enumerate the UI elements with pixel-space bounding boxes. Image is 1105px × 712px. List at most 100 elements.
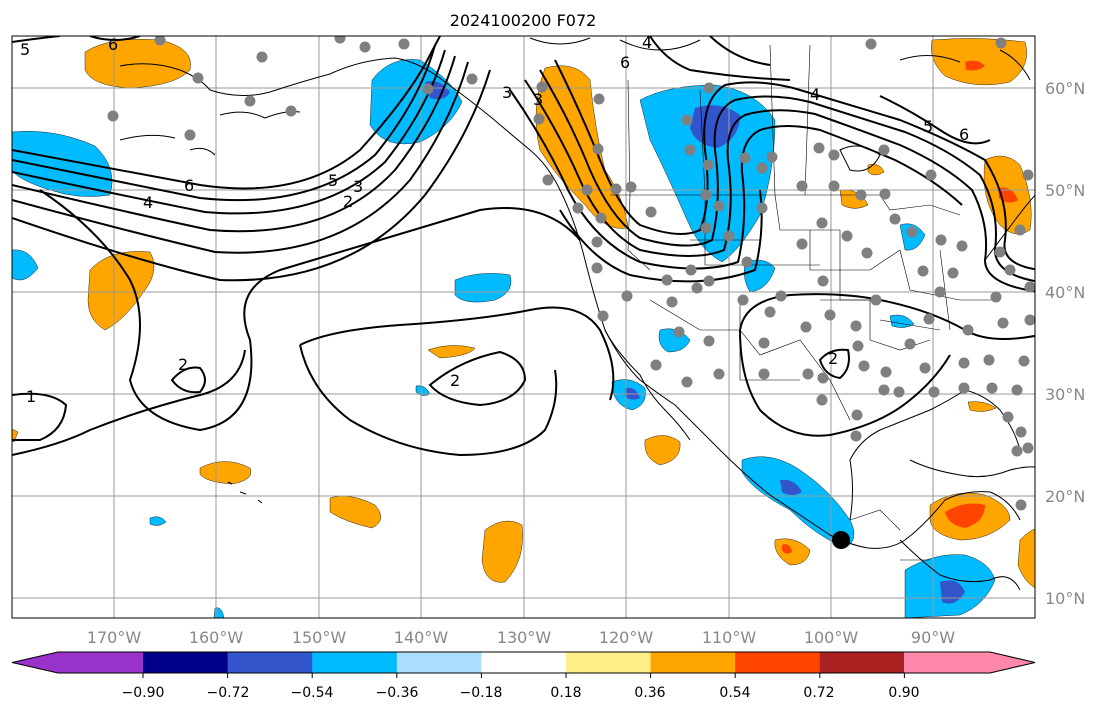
station-marker [758,368,770,380]
station-marker [703,82,715,94]
anomaly-region [12,131,113,197]
station-marker [958,357,970,369]
station-marker [703,275,715,287]
station-marker [691,282,703,294]
contour-lines [12,36,1035,457]
anomaly-region [780,479,802,495]
station-marker [925,169,937,181]
station-marker [990,291,1002,303]
station-marker [816,217,828,229]
anomaly-region [741,456,855,549]
station-marker [841,230,853,242]
colorbar-tick-label: 0.54 [719,685,750,701]
station-marker [703,335,715,347]
station-marker [1024,281,1035,293]
longitude-tick-label: 170°W [87,628,142,647]
colorbar: −0.90 −0.72 −0.54 −0.36 −0.18 0.18 0.36 … [11,651,1036,701]
station-marker [828,149,840,161]
station-marker [962,324,974,336]
station-marker [756,162,768,174]
station-marker [256,51,268,63]
station-marker [861,247,873,259]
station-marker [739,152,751,164]
station-marker [935,234,947,246]
station-marker [893,386,905,398]
colorbar-segment [58,652,143,673]
station-marker [880,366,892,378]
station-marker [650,359,662,371]
colorbar-segment [227,652,313,673]
station-marker [934,286,946,298]
station-marker [816,394,828,406]
station-marker [1022,169,1034,181]
station-marker [595,212,607,224]
anomaly-region [481,520,523,583]
station-marker [625,181,637,193]
highlight-marker [832,531,850,549]
anomaly-region [427,345,476,359]
station-marker [700,189,712,201]
contour-label: 2 [828,349,838,368]
longitude-tick-label: 150°W [292,628,347,647]
station-marker [723,230,735,242]
station-marker [1002,411,1014,423]
contour-label: 5 [20,40,30,59]
colorbar-extension-max [990,652,1035,673]
station-marker [851,409,863,421]
station-marker [958,382,970,394]
station-marker [775,290,787,302]
colorbar-tick-label: 0.90 [888,685,919,701]
contour-label: 5 [328,171,338,190]
station-marker [986,382,998,394]
station-marker [741,256,753,268]
latitude-tick-label: 10°N [1045,589,1085,608]
contour-label: 2 [343,192,353,211]
station-marker [661,274,673,286]
station-marker [817,372,829,384]
station-marker [852,340,864,352]
station-marker [700,222,712,234]
station-marker [684,144,696,156]
anomaly-region [967,401,997,412]
colorbar-segment [735,652,821,673]
colorbar-segment [650,652,736,673]
station-marker [858,360,870,372]
station-marker [422,83,434,95]
colorbar-tick-label: −0.18 [460,685,503,701]
station-marker [645,206,657,218]
colorbar-segment [566,652,652,673]
station-marker [334,36,346,44]
contour-label: 6 [620,53,630,72]
anomaly-region [12,428,19,443]
station-marker [906,226,918,238]
station-marker [800,321,812,333]
colorbar-tick-label: 0.72 [803,685,834,701]
colorbar-tick-label: −0.36 [376,685,419,701]
station-marker [591,236,603,248]
station-marker [889,213,901,225]
station-marker [593,93,605,105]
station-marker [107,110,119,122]
station-marker [1015,499,1027,511]
anomaly-region [867,164,885,176]
station-marker [702,159,714,171]
colorbar-segment [143,652,229,673]
longitude-tick-label: 100°W [804,628,859,647]
station-marker [878,144,890,156]
station-marker [850,320,862,332]
station-marker [713,200,725,212]
station-marker [865,38,877,50]
colorbar-segment [312,652,398,673]
map-frame [11,35,1036,619]
contour-label: 4 [642,33,652,52]
latitude-tick-label: 30°N [1045,385,1085,404]
station-marker [828,180,840,192]
contour-label: 3 [533,90,543,109]
latitude-tick-label: 20°N [1045,487,1085,506]
station-marker [673,326,685,338]
station-marker [592,143,604,155]
colorbar-segment [396,652,482,673]
station-marker [1004,264,1016,276]
contour-label: 6 [108,35,118,54]
station-marker [850,430,862,442]
